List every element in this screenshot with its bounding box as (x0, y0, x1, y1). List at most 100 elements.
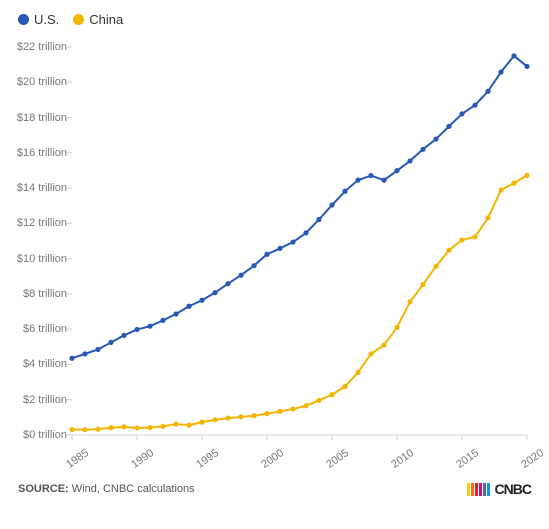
data-point (459, 111, 464, 116)
data-point (472, 234, 477, 239)
data-point (485, 89, 490, 94)
data-point (160, 318, 165, 323)
data-point (160, 424, 165, 429)
data-point (264, 411, 269, 416)
data-point (147, 324, 152, 329)
data-point (446, 124, 451, 129)
y-axis-label: $4 trillion (23, 358, 67, 370)
y-axis-label: $6 trillion (23, 323, 67, 335)
data-point (407, 158, 412, 163)
gdp-line-chart: $0 trillion $2 trillion $4 trillion $6 tril… (12, 35, 537, 475)
data-point (485, 215, 490, 220)
data-point (329, 202, 334, 207)
data-point (511, 181, 516, 186)
data-point (95, 347, 100, 352)
data-point (368, 173, 373, 178)
data-point (342, 384, 347, 389)
data-point (186, 423, 191, 428)
data-point (316, 217, 321, 222)
data-point (394, 325, 399, 330)
y-axis-label: $10 trillion (17, 253, 67, 265)
data-point (446, 248, 451, 253)
data-point (186, 304, 191, 309)
data-point (381, 342, 386, 347)
legend-item: China (73, 12, 123, 27)
data-point (329, 392, 334, 397)
data-point (277, 246, 282, 251)
data-point (407, 299, 412, 304)
y-axis-label: $2 trillion (23, 394, 67, 406)
y-axis-label: $14 trillion (17, 182, 67, 194)
data-point (225, 281, 230, 286)
data-point (342, 189, 347, 194)
data-point (264, 252, 269, 257)
data-point (173, 421, 178, 426)
data-point (420, 282, 425, 287)
y-axis-label: $16 trillion (17, 147, 67, 159)
data-point (212, 290, 217, 295)
chart-svg (12, 35, 537, 475)
data-point (290, 406, 295, 411)
y-axis-label: $8 trillion (23, 288, 67, 300)
data-point (303, 403, 308, 408)
legend-swatch (73, 14, 84, 25)
peacock-feather (479, 483, 482, 496)
data-point (472, 103, 477, 108)
data-point (433, 264, 438, 269)
data-point (69, 427, 74, 432)
data-point (82, 351, 87, 356)
source-citation: SOURCE: Wind, CNBC calculations (18, 483, 195, 495)
y-axis-label: $20 trillion (17, 76, 67, 88)
y-axis-label: $22 trillion (17, 41, 67, 53)
data-point (316, 398, 321, 403)
data-point (290, 239, 295, 244)
data-point (355, 370, 360, 375)
data-point (303, 230, 308, 235)
cnbc-peacock-icon (467, 483, 490, 496)
data-point (95, 427, 100, 432)
data-point (134, 425, 139, 430)
peacock-feather (487, 483, 490, 496)
data-point (82, 427, 87, 432)
peacock-feather (467, 483, 470, 496)
data-point (147, 425, 152, 430)
chart-legend: U.S.China (18, 12, 537, 27)
source-text: Wind, CNBC calculations (72, 483, 195, 495)
data-point (238, 273, 243, 278)
data-point (524, 64, 529, 69)
data-point (433, 136, 438, 141)
y-axis-label: $0 trillion (23, 429, 67, 441)
data-point (134, 327, 139, 332)
legend-swatch (18, 14, 29, 25)
data-point (524, 173, 529, 178)
data-point (251, 413, 256, 418)
data-point (199, 298, 204, 303)
data-point (459, 237, 464, 242)
source-prefix: SOURCE: (18, 483, 69, 495)
data-point (355, 178, 360, 183)
data-point (212, 417, 217, 422)
peacock-feather (471, 483, 474, 496)
data-point (69, 356, 74, 361)
data-point (121, 424, 126, 429)
data-point (511, 53, 516, 58)
cnbc-wordmark: CNBC (495, 481, 531, 497)
cnbc-logo: CNBC (467, 481, 531, 497)
series-line (72, 175, 527, 429)
data-point (277, 409, 282, 414)
peacock-feather (483, 483, 486, 496)
data-point (199, 420, 204, 425)
chart-footer: SOURCE: Wind, CNBC calculations CNBC (12, 481, 537, 497)
data-point (225, 415, 230, 420)
data-point (381, 178, 386, 183)
data-point (121, 333, 126, 338)
data-point (394, 168, 399, 173)
data-point (498, 187, 503, 192)
data-point (108, 340, 113, 345)
peacock-feather (475, 483, 478, 496)
data-point (108, 425, 113, 430)
data-point (420, 147, 425, 152)
legend-label: China (89, 12, 123, 27)
y-axis-label: $18 trillion (17, 112, 67, 124)
series-line (72, 56, 527, 358)
